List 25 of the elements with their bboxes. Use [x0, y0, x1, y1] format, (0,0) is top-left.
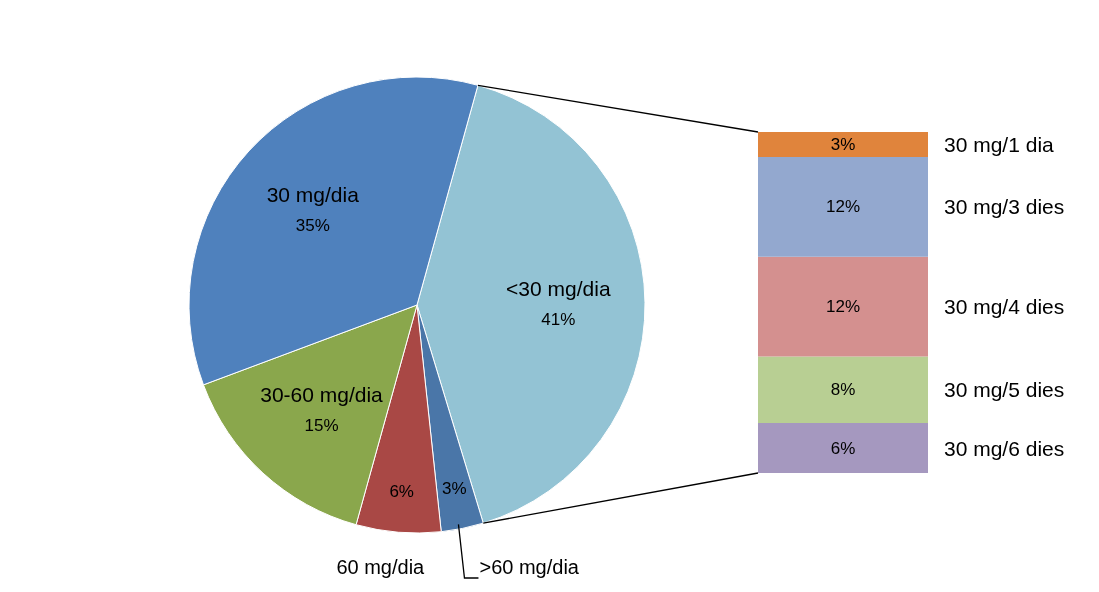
data-label: 12%	[825, 297, 861, 317]
data-label: 8%	[830, 380, 856, 400]
data-label: 41%	[541, 310, 576, 330]
bar	[758, 132, 928, 157]
series-label: 30 mg/4 dies	[944, 295, 1065, 319]
bar	[758, 156, 928, 257]
bar	[758, 356, 928, 424]
data-label: 6%	[389, 481, 414, 501]
data-label: 3%	[830, 134, 856, 154]
slice-label: 60 mg/dia	[336, 556, 426, 578]
data-label: 3%	[441, 478, 467, 498]
bar	[758, 256, 928, 357]
series-label: 30 mg/6 dies	[944, 436, 1065, 460]
data-label: 6%	[830, 438, 856, 458]
slice-label: >60 mg/dia	[479, 556, 580, 578]
data-label: 12%	[825, 197, 861, 217]
series-label: 30 mg/3 dies	[944, 195, 1065, 219]
data-label: 15%	[304, 416, 339, 436]
slice-label: <30 mg/dia	[506, 277, 611, 301]
series-label: 30 mg/5 dies	[944, 378, 1065, 402]
bar	[758, 423, 928, 473]
data-label: 35%	[295, 216, 330, 236]
series-label: 30 mg/1 dia	[944, 132, 1055, 156]
slice-label: 30 mg/dia	[266, 183, 360, 207]
slice-label: 30-60 mg/dia	[260, 383, 384, 407]
